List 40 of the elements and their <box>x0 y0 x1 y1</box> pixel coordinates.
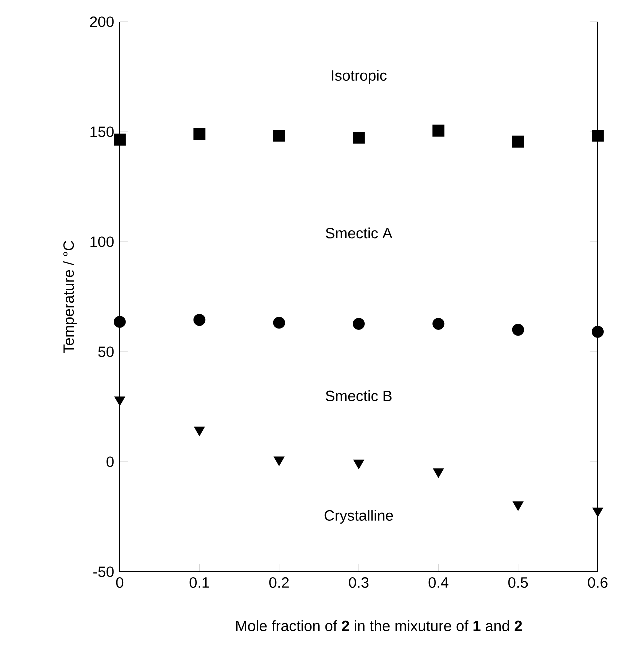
annotation: Isotropic <box>332 70 387 84</box>
x-tick-label: 0 <box>116 577 124 588</box>
y-tick-label: -50 <box>94 566 114 578</box>
y-axis-title: Temperature / °C <box>63 241 78 354</box>
point <box>114 316 126 328</box>
annotation: Smectic A <box>326 228 393 239</box>
point <box>353 132 365 144</box>
point <box>354 460 364 470</box>
x-tick-label: 0.2 <box>270 577 289 588</box>
point <box>274 456 285 466</box>
point <box>114 134 126 146</box>
point <box>592 508 604 518</box>
y-tick-label: 100 <box>90 236 114 248</box>
point <box>592 326 604 338</box>
point <box>114 396 126 406</box>
point <box>194 128 206 140</box>
point <box>194 314 206 326</box>
annotation: Smectic B <box>326 390 392 402</box>
x-tick-label: 0.3 <box>349 577 369 588</box>
y-tick-label: 50 <box>98 346 114 358</box>
point <box>432 124 445 137</box>
annotation: Crystalline <box>324 510 394 524</box>
point <box>194 426 205 436</box>
y-tick-label: 200 <box>90 16 114 28</box>
y-tick-label: 150 <box>90 126 114 138</box>
x-tick-label: 0.4 <box>428 577 449 588</box>
point <box>513 502 524 511</box>
point <box>432 318 445 330</box>
point <box>592 130 604 142</box>
x-tick-label: 0.1 <box>190 577 210 588</box>
x-axis-title: Mole fraction of 2 in the mixuture of 1 and 2 <box>236 620 522 632</box>
point <box>353 318 365 330</box>
point <box>273 316 286 329</box>
point <box>512 136 524 148</box>
point <box>273 130 286 142</box>
x-tick-label: 0.6 <box>588 577 608 588</box>
point <box>433 468 444 478</box>
x-tick-label: 0.5 <box>508 577 528 588</box>
point <box>512 324 524 336</box>
y-tick-label: 0 <box>106 456 114 468</box>
